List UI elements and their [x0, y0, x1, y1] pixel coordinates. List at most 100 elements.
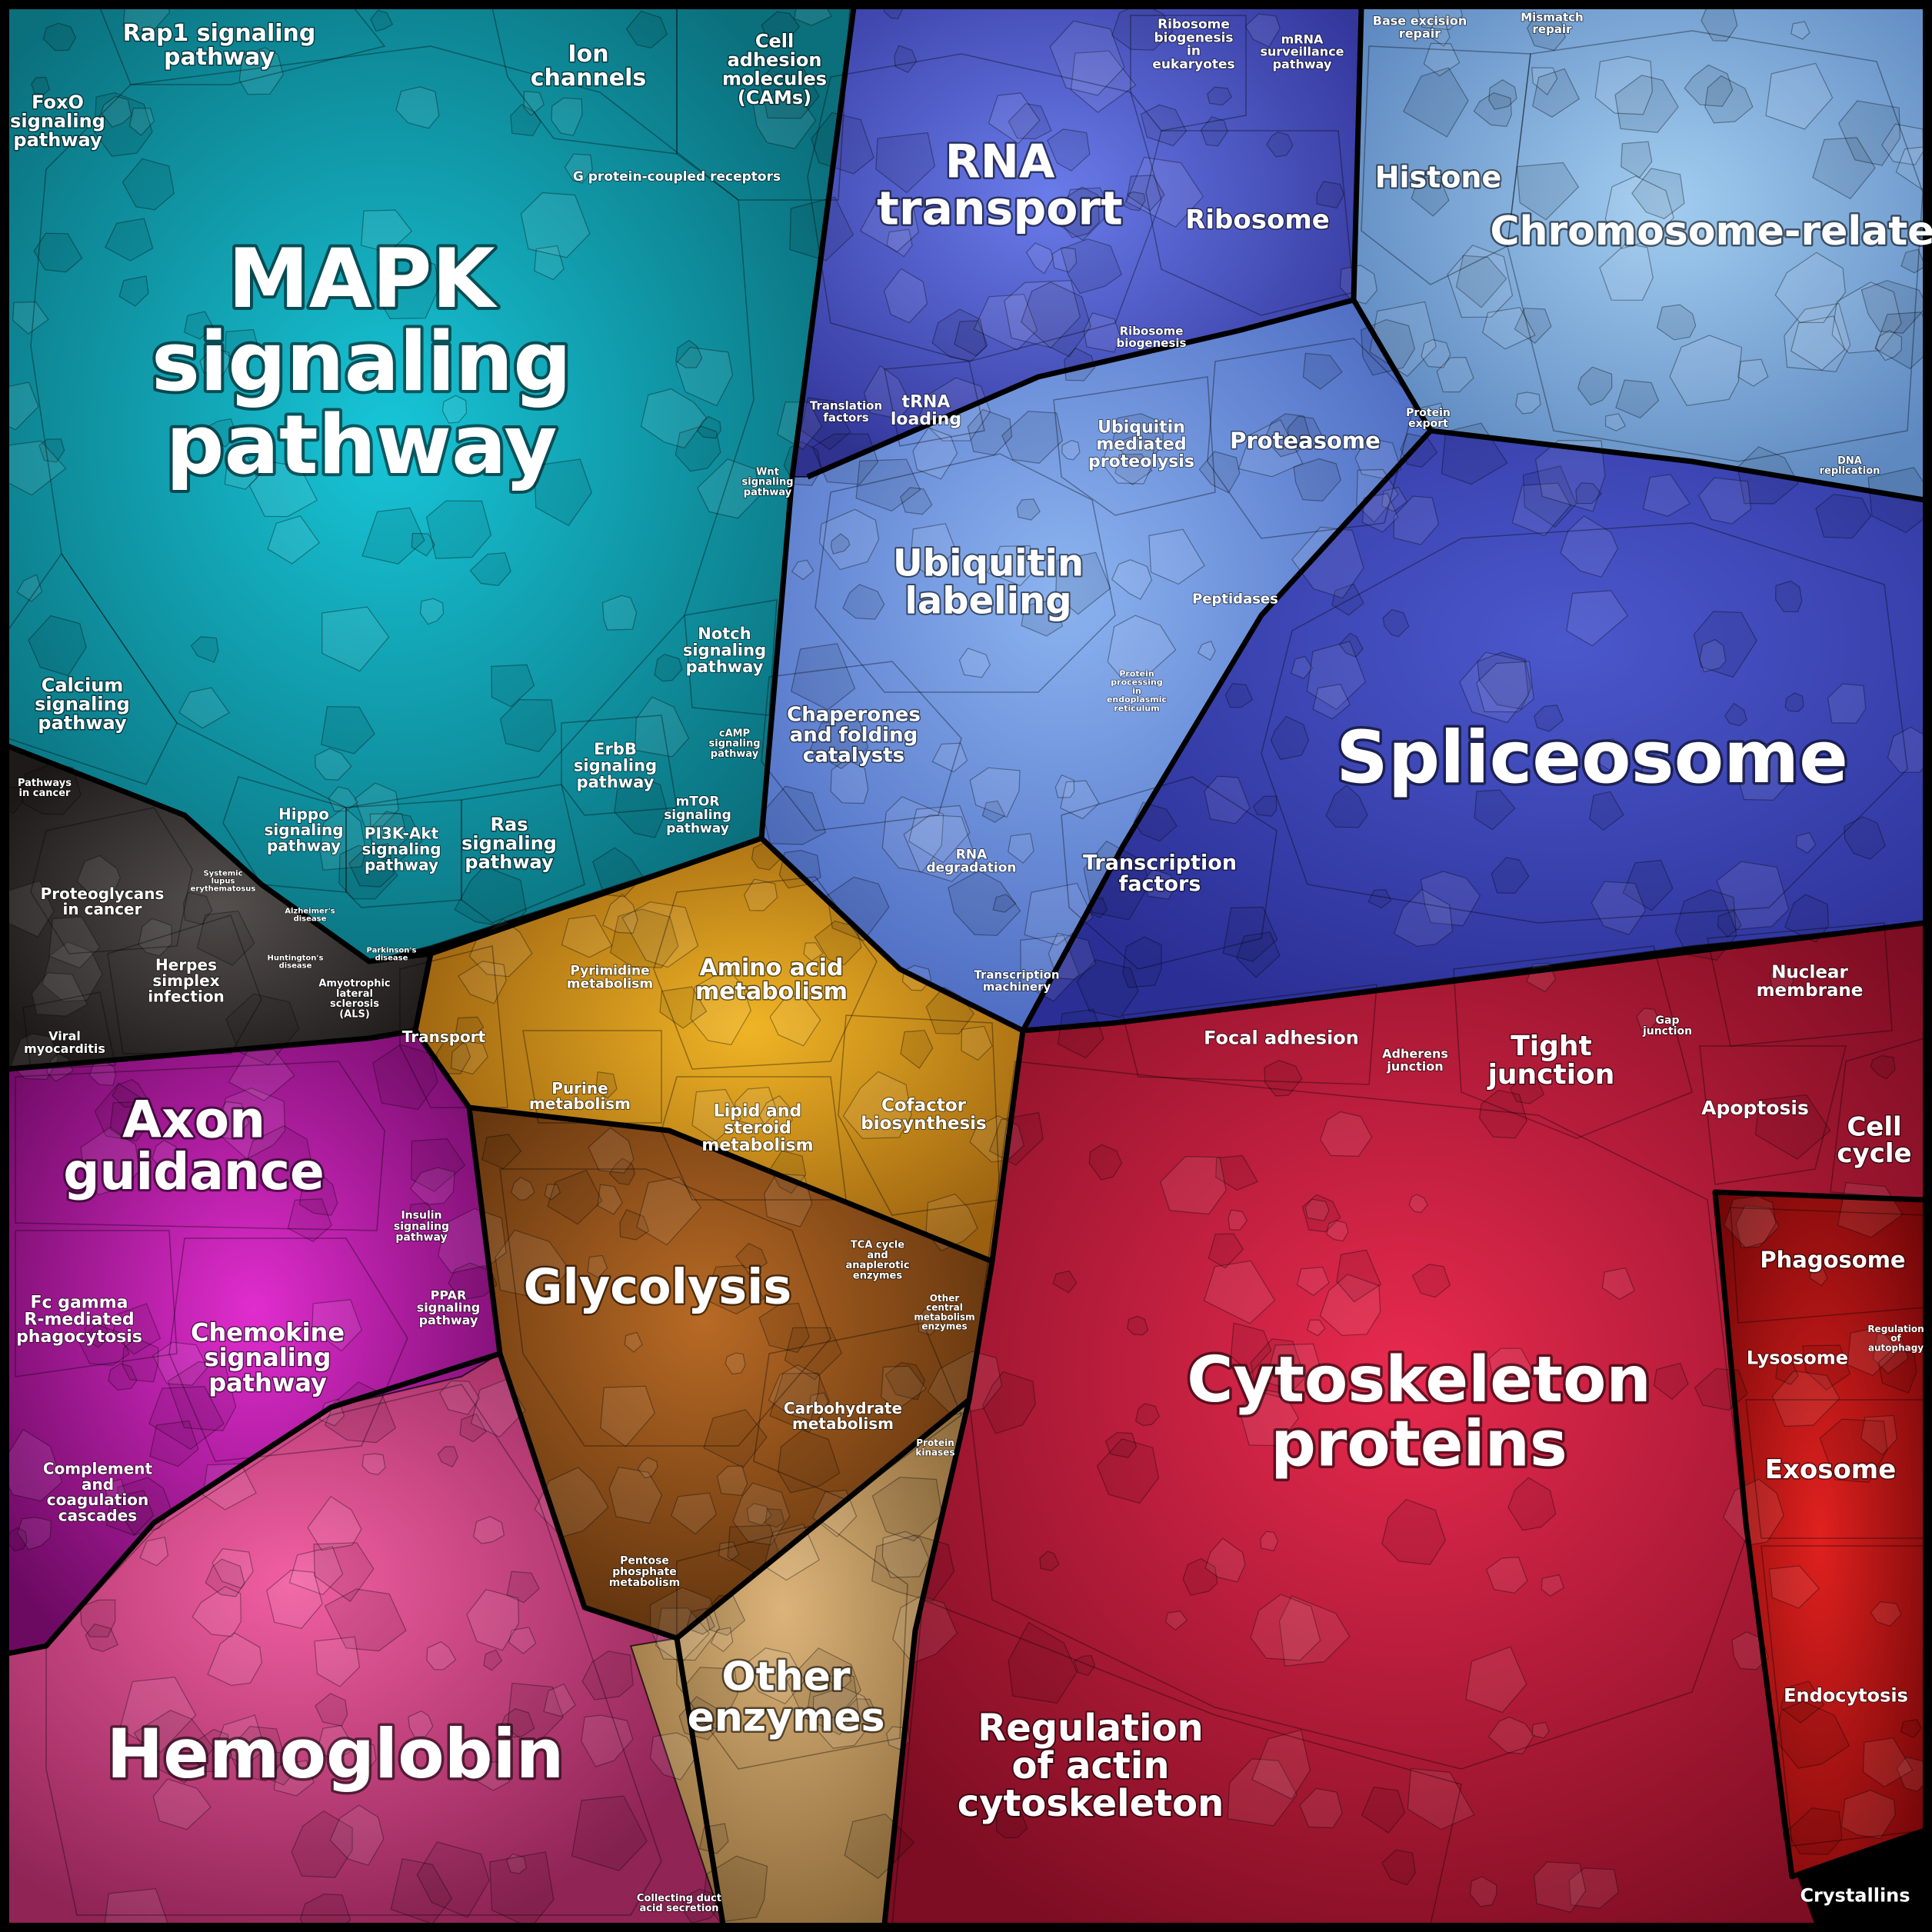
- texture-cell: [38, 438, 65, 463]
- texture-cell: [1250, 1594, 1321, 1661]
- texture-cell: [614, 776, 668, 838]
- texture-cell: [912, 427, 958, 480]
- texture-cell: [1636, 1008, 1660, 1031]
- label-carbohydrate: Carbohydrate metabolism: [784, 1399, 902, 1433]
- texture-cell: [1264, 1060, 1303, 1097]
- texture-cell: [883, 268, 928, 324]
- texture-cell: [1455, 255, 1507, 308]
- texture-cell: [581, 1714, 634, 1767]
- chromosome-related-cell: [1507, 30, 1924, 462]
- texture-cell: [499, 698, 557, 753]
- texture-cell: [826, 876, 890, 941]
- texture-cell: [1114, 453, 1153, 485]
- texture-cell: [1238, 1388, 1300, 1447]
- region-cells: [7, 7, 1925, 1925]
- texture-cell: [495, 1229, 571, 1300]
- texture-cell: [1127, 1315, 1149, 1336]
- texture-cell: [12, 301, 49, 335]
- label-notch: Notch signaling pathway: [683, 625, 766, 676]
- texture-cell: [439, 1380, 481, 1415]
- texture-cell: [133, 1710, 215, 1784]
- texture-cell: [108, 1363, 138, 1391]
- texture-cell: [1016, 498, 1041, 521]
- amino-acid-cell: [653, 876, 878, 1070]
- texture-cell: [1478, 1089, 1527, 1139]
- texture-cell: [803, 942, 824, 962]
- texture-cell: [311, 1299, 362, 1352]
- label-complement: Complement and coagulation cascades: [43, 1459, 153, 1524]
- cytoskeleton-cell: [968, 1061, 1747, 1770]
- texture-cell: [634, 696, 690, 758]
- texture-cell: [848, 1698, 878, 1726]
- texture-cell: [758, 1095, 793, 1131]
- label-peptidases: Peptidases: [1192, 591, 1278, 607]
- texture-cell: [1060, 238, 1123, 295]
- purine-cell: [522, 1030, 662, 1124]
- texture-cell: [369, 813, 408, 851]
- label-ras: Ras signaling pathway: [461, 814, 557, 873]
- texture-cell: [1123, 191, 1146, 212]
- texture-cell: [1260, 1531, 1279, 1552]
- texture-cell: [491, 664, 535, 708]
- texture-cell: [986, 545, 1037, 587]
- texture-cell: [1875, 329, 1903, 361]
- label-lipid: Lipid and steroid metabolism: [701, 1101, 813, 1155]
- texture-cell: [881, 1365, 928, 1411]
- texture-cell: [105, 1490, 155, 1536]
- texture-cell: [408, 1710, 434, 1738]
- texture-cell: [696, 415, 722, 439]
- texture-cell: [703, 1264, 765, 1315]
- texture-cell: [167, 1361, 237, 1432]
- texture-cell: [1527, 14, 1566, 52]
- texture-cell: [321, 706, 375, 754]
- texture-cell: [1244, 13, 1281, 48]
- texture-cell: [366, 811, 423, 864]
- texture-cell: [1204, 775, 1251, 824]
- texture-cell: [205, 1558, 245, 1597]
- texture-cell: [1025, 242, 1054, 275]
- texture-cell: [273, 1760, 315, 1797]
- axon-guidance-cell: [15, 1061, 385, 1231]
- regulation-actin-cell: [891, 1598, 1462, 1925]
- texture-cell: [800, 397, 851, 451]
- texture-cell: [828, 1666, 852, 1689]
- texture-cell: [178, 687, 230, 729]
- texture-cell: [1047, 128, 1091, 172]
- texture-cell: [329, 1804, 385, 1866]
- texture-cell: [288, 1546, 344, 1596]
- texture-cell: [1507, 1477, 1557, 1531]
- pi3k-cell: [345, 799, 462, 908]
- texture-cell: [1844, 816, 1887, 860]
- hemoglobin-cell: [45, 1384, 662, 1916]
- texture-cell: [680, 1888, 718, 1924]
- texture-cell: [202, 1463, 257, 1511]
- texture-cell: [0, 1428, 63, 1502]
- texture-cell: [152, 1341, 208, 1386]
- texture-cell: [1319, 1274, 1381, 1336]
- texture-cell: [640, 388, 708, 449]
- label-focal-adhesion: Focal adhesion: [1204, 1027, 1359, 1048]
- texture-cell: [1339, 265, 1378, 305]
- texture-cell: [784, 1327, 843, 1381]
- texture-cell: [764, 1173, 813, 1227]
- texture-cell: [892, 1595, 958, 1664]
- texture-cell: [510, 1177, 535, 1201]
- texture-cell: [859, 198, 920, 253]
- texture-cell: [918, 377, 991, 441]
- texture-cell: [16, 574, 43, 602]
- texture-cell: [1724, 1195, 1777, 1248]
- label-exosome: Exosome: [1765, 1454, 1897, 1485]
- label-ion-channels: Ion channels: [531, 41, 647, 92]
- texture-cell: [1724, 702, 1747, 727]
- texture-cell: [1338, 632, 1364, 658]
- texture-cell: [1122, 1726, 1141, 1744]
- texture-cell: [483, 1649, 503, 1671]
- texture-cell: [969, 767, 1021, 818]
- texture-cell: [1004, 280, 1081, 348]
- texture-cell: [1867, 467, 1932, 534]
- label-autophagy: Regulation of autophagy: [1867, 1324, 1924, 1353]
- label-protein-export: Protein export: [1406, 407, 1451, 430]
- ribosome-biogenesis-cell: [1130, 15, 1247, 132]
- texture-cell: [1367, 889, 1392, 909]
- texture-cell: [1531, 67, 1558, 95]
